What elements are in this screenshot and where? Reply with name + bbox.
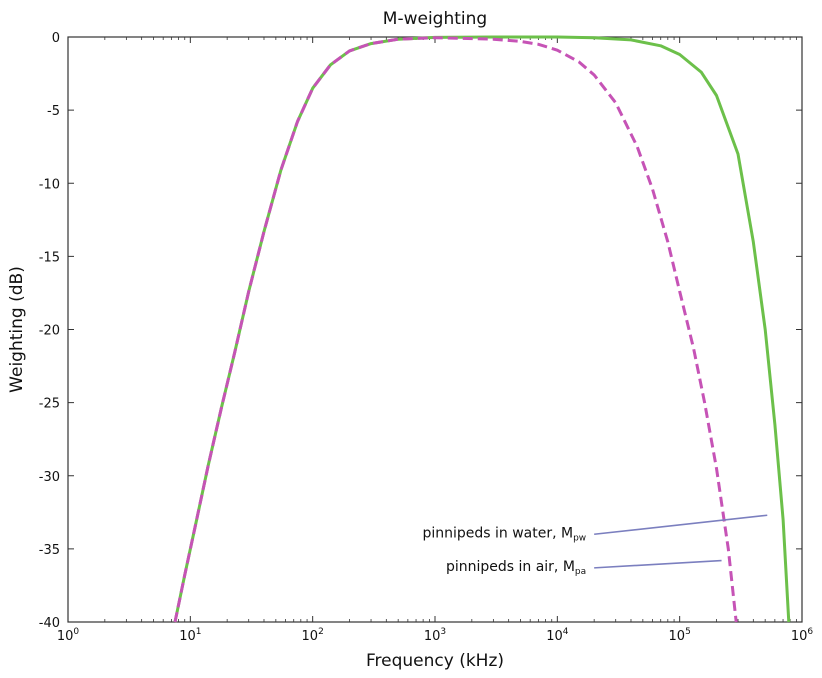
y-tick-label: -30 [39, 470, 60, 485]
y-tick-label: -35 [39, 543, 60, 558]
x-tick-label: 103 [424, 627, 446, 644]
x-tick-base: 10 [546, 629, 563, 644]
y-tick-label: -15 [39, 250, 60, 265]
x-tick-base: 10 [791, 629, 808, 644]
series-line-1 [173, 36, 738, 623]
y-tick-label: -10 [39, 177, 60, 192]
annotation-line-1 [594, 559, 722, 569]
x-tick-exponent: 5 [685, 627, 691, 637]
annotation-subscript: pa [575, 567, 586, 577]
x-tick-exponent: 4 [563, 627, 569, 637]
minor-ticks [104, 37, 797, 622]
y-tick-label: -20 [39, 324, 60, 339]
y-axis-title: Weighting (dB) [7, 266, 27, 393]
annotation-layer: pinnipeds in water, Mpw pinnipeds in air,… [422, 514, 768, 577]
y-tick-labels: 0 -5 -10 -15 -20 -25 -30 -35 -40 [39, 31, 60, 631]
x-tick-base: 10 [57, 629, 74, 644]
annotation-label-1: pinnipeds in air, Mpa [446, 559, 586, 577]
series-layer [173, 35, 791, 623]
annotation-text: pinnipeds in water, M [422, 525, 573, 541]
chart-title: M-weighting [383, 9, 487, 29]
annotation-line-0 [594, 514, 768, 536]
x-tick-exponent: 2 [318, 627, 324, 637]
x-tick-exponent: 3 [440, 627, 446, 637]
y-tick-label: 0 [52, 31, 60, 46]
x-tick-base: 10 [424, 629, 441, 644]
y-tick-label: -40 [39, 616, 60, 631]
x-tick-exponent: 6 [807, 627, 813, 637]
x-tick-exponent: 0 [73, 627, 79, 637]
x-tick-base: 10 [179, 629, 196, 644]
x-tick-base: 10 [669, 629, 686, 644]
annotation-subscript: pw [573, 533, 586, 543]
series-line-0 [173, 35, 791, 623]
annotation-text: pinnipeds in air, M [446, 559, 575, 575]
x-tick-label: 102 [302, 627, 324, 644]
y-tick-label: -25 [39, 397, 60, 412]
x-tick-base: 10 [302, 629, 319, 644]
x-tick-label: 106 [791, 627, 814, 644]
x-tick-labels: 100 101 102 103 104 105 106 [57, 627, 814, 644]
x-tick-label: 100 [57, 627, 80, 644]
x-axis-title: Frequency (kHz) [366, 651, 504, 671]
x-tick-label: 101 [179, 627, 201, 644]
x-tick-label: 104 [546, 627, 569, 644]
x-tick-exponent: 1 [196, 627, 202, 637]
y-tick-label: -5 [47, 104, 60, 119]
annotation-label-0: pinnipeds in water, Mpw [422, 525, 586, 543]
x-tick-label: 105 [669, 627, 691, 644]
